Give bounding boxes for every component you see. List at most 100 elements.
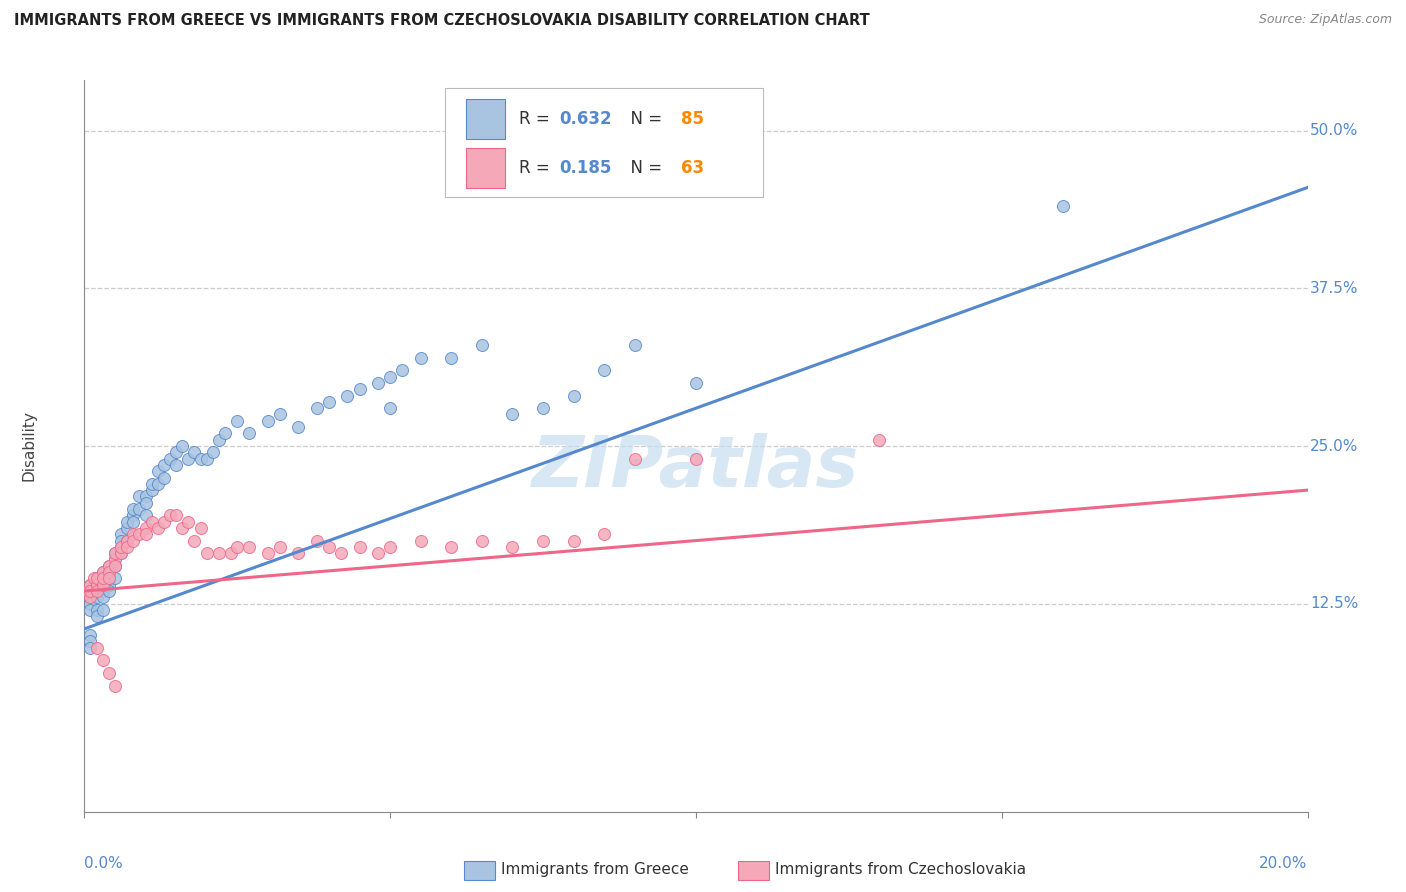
Point [135,508,157,523]
Point [624,451,647,466]
Point [97,565,120,579]
Point [97,578,120,592]
Point [146,521,169,535]
Text: 20.0%: 20.0% [1260,855,1308,871]
Text: 63: 63 [682,159,704,177]
Text: 0.185: 0.185 [560,159,612,177]
Text: 0.0%: 0.0% [84,855,124,871]
Point [208,546,231,560]
Point [135,496,157,510]
Point [502,408,524,422]
Point [104,552,127,566]
Bar [465,99,505,139]
Text: Disability: Disability [22,410,37,482]
Point [110,546,132,560]
Point [91,578,114,592]
Point [190,521,212,535]
Point [86,584,108,599]
Point [471,533,494,548]
Point [593,363,616,377]
Point [110,533,132,548]
Point [91,591,114,605]
Text: N =: N = [620,159,668,177]
Point [79,628,101,642]
Point [97,571,120,585]
Point [83,578,105,592]
Point [79,591,101,605]
Point [115,533,138,548]
Point [159,508,181,523]
Point [76,584,98,599]
Point [110,527,132,541]
Point [97,558,120,573]
Point [91,565,114,579]
Point [97,665,120,680]
Text: 25.0%: 25.0% [1310,439,1358,453]
Point [471,338,494,352]
Point [238,426,260,441]
Point [165,445,187,459]
Point [79,640,101,655]
Point [79,578,101,592]
Point [165,458,187,472]
Point [86,609,108,624]
Point [153,458,176,472]
Point [91,571,114,585]
Point [86,640,108,655]
Text: Source: ZipAtlas.com: Source: ZipAtlas.com [1258,13,1392,27]
Point [115,515,138,529]
Point [79,584,101,599]
Point [110,540,132,554]
Point [190,451,212,466]
Point [91,653,114,667]
Point [97,584,120,599]
Point [318,540,340,554]
Point [128,490,150,504]
Point [380,540,402,554]
Point [214,426,236,441]
Point [115,533,138,548]
Point [391,363,413,377]
Point [79,634,101,648]
Point [141,476,163,491]
Point [141,515,163,529]
Point [531,533,554,548]
Point [86,603,108,617]
Point [97,565,120,579]
Point [91,571,114,585]
Point [367,546,389,560]
Point [122,515,145,529]
Point [624,338,647,352]
Point [86,571,108,585]
Point [238,540,260,554]
Point [159,451,181,466]
Point [122,502,145,516]
Text: ZIPatlas: ZIPatlas [533,434,859,502]
Point [305,533,328,548]
Point [562,388,585,402]
Point [593,527,616,541]
Point [201,445,224,459]
Point [86,578,108,592]
Point [685,451,707,466]
Point [91,578,114,592]
Point [79,591,101,605]
Point [91,603,114,617]
Point [349,540,371,554]
Point [195,546,218,560]
Point [79,603,101,617]
Point [305,401,328,416]
Point [183,445,205,459]
Point [172,439,194,453]
Point [330,546,353,560]
Point [110,546,132,560]
Point [153,515,176,529]
Point [135,521,157,535]
Point [104,558,127,573]
Point [110,540,132,554]
Point [349,382,371,396]
Point [172,521,194,535]
Point [115,521,138,535]
Point [79,584,101,599]
Point [165,508,187,523]
